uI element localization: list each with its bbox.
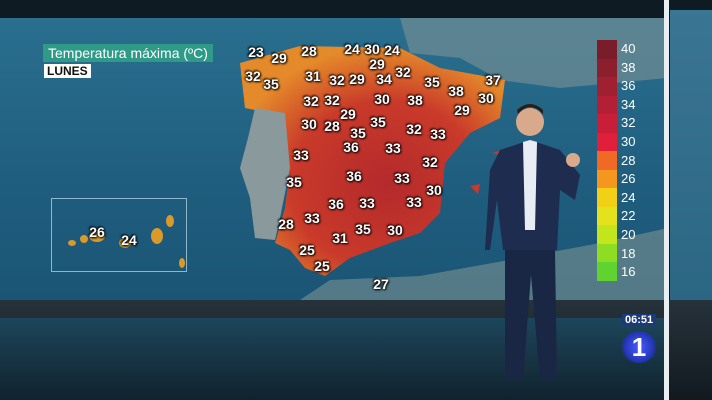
- temperature-label: 32: [303, 93, 319, 109]
- presenter: [485, 104, 580, 380]
- temperature-label: 27: [373, 276, 389, 292]
- legend-swatch: [597, 40, 617, 59]
- legend-tick: 22: [621, 208, 636, 224]
- temperature-label: 36: [343, 139, 359, 155]
- temperature-label: 35: [370, 114, 386, 130]
- temperature-label: 35: [263, 76, 279, 92]
- temperature-label: 23: [248, 44, 264, 60]
- studio-pillar: [664, 0, 669, 400]
- map-title: Temperatura máxima (ºC): [43, 44, 213, 62]
- portugal-land: [240, 108, 290, 240]
- spain-land: [240, 46, 505, 276]
- temperature-label: 35: [355, 221, 371, 237]
- temperature-label: 30: [364, 41, 380, 57]
- legend-tick: 20: [621, 226, 636, 242]
- temperature-label: 36: [328, 196, 344, 212]
- temperature-label: 29: [349, 71, 365, 87]
- legend-tick: 36: [621, 78, 636, 94]
- legend-tick: 24: [621, 189, 636, 205]
- temperature-label: 33: [394, 170, 410, 186]
- temperature-label: 37: [485, 72, 501, 88]
- temperature-label: 34: [376, 71, 392, 87]
- legend-swatch: [597, 132, 617, 151]
- legend-tick: 32: [621, 115, 636, 131]
- temperature-label: 33: [430, 126, 446, 142]
- temperature-label: 31: [305, 68, 321, 84]
- temperature-label: 33: [293, 147, 309, 163]
- temperature-legend: [597, 40, 617, 281]
- temperature-label: 28: [278, 216, 294, 232]
- legend-swatch: [597, 225, 617, 244]
- clock: 06:51: [622, 314, 657, 326]
- temperature-label: 29: [454, 102, 470, 118]
- temperature-label: 33: [406, 194, 422, 210]
- temperature-label: 31: [332, 230, 348, 246]
- temperature-label: 29: [340, 106, 356, 122]
- temperature-label: 29: [271, 50, 287, 66]
- legend-tick: 30: [621, 133, 636, 149]
- legend-tick: 16: [621, 264, 636, 280]
- temperature-label: 32: [324, 92, 340, 108]
- legend-swatch: [597, 243, 617, 262]
- temperature-label: 35: [424, 74, 440, 90]
- legend-ticks: 40 38 36 34 32 30 28 26 24 22 20 18 16: [621, 40, 635, 282]
- temperature-label: 29: [369, 56, 385, 72]
- temperature-label: 32: [406, 121, 422, 137]
- temperature-label: 30: [301, 116, 317, 132]
- temperature-label: 30: [374, 91, 390, 107]
- legend-swatch: [597, 58, 617, 77]
- africa-land: [300, 228, 668, 300]
- temperature-label: 33: [359, 195, 375, 211]
- temperature-label: 35: [350, 125, 366, 141]
- day-label: LUNES: [44, 64, 91, 78]
- legend-tick: 40: [621, 41, 636, 56]
- legend-swatch: [597, 262, 617, 281]
- side-panel: [670, 10, 712, 305]
- temperature-label: 30: [387, 222, 403, 238]
- temperature-label: 32: [395, 64, 411, 80]
- legend-swatch: [597, 206, 617, 225]
- temperature-label: 26: [89, 224, 105, 240]
- temperature-label: 33: [385, 140, 401, 156]
- temperature-label: 30: [426, 182, 442, 198]
- canary-islands-map: [68, 215, 185, 268]
- temperature-label: 24: [384, 42, 400, 58]
- temperature-label: 35: [286, 174, 302, 190]
- legend-tick: 28: [621, 152, 636, 168]
- legend-swatch: [597, 95, 617, 114]
- legend-swatch: [597, 77, 617, 96]
- legend-swatch: [597, 151, 617, 170]
- temperature-label: 38: [407, 92, 423, 108]
- temperature-label: 24: [344, 41, 360, 57]
- temperature-label: 38: [448, 83, 464, 99]
- canary-islands-inset: [51, 198, 187, 272]
- temperature-label: 25: [314, 258, 330, 274]
- temperature-label: 33: [304, 210, 320, 226]
- temperature-label: 32: [422, 154, 438, 170]
- temperature-label: 24: [121, 232, 137, 248]
- legend-swatch: [597, 169, 617, 188]
- temperature-label: 36: [346, 168, 362, 184]
- top-bar: [0, 0, 712, 18]
- temperature-label: 32: [329, 72, 345, 88]
- legend-tick: 34: [621, 96, 636, 112]
- temperature-label: 28: [301, 43, 317, 59]
- temperature-label: 25: [299, 242, 315, 258]
- temperature-label: 28: [324, 118, 340, 134]
- legend-swatch: [597, 114, 617, 133]
- iberia-map: [240, 18, 668, 300]
- channel-logo: 1: [621, 331, 657, 363]
- temperature-label: 30: [478, 90, 494, 106]
- legend-tick: 18: [621, 245, 636, 261]
- legend-tick: 26: [621, 171, 636, 187]
- legend-swatch: [597, 188, 617, 207]
- temperature-label: 32: [245, 68, 261, 84]
- legend-tick: 38: [621, 59, 636, 75]
